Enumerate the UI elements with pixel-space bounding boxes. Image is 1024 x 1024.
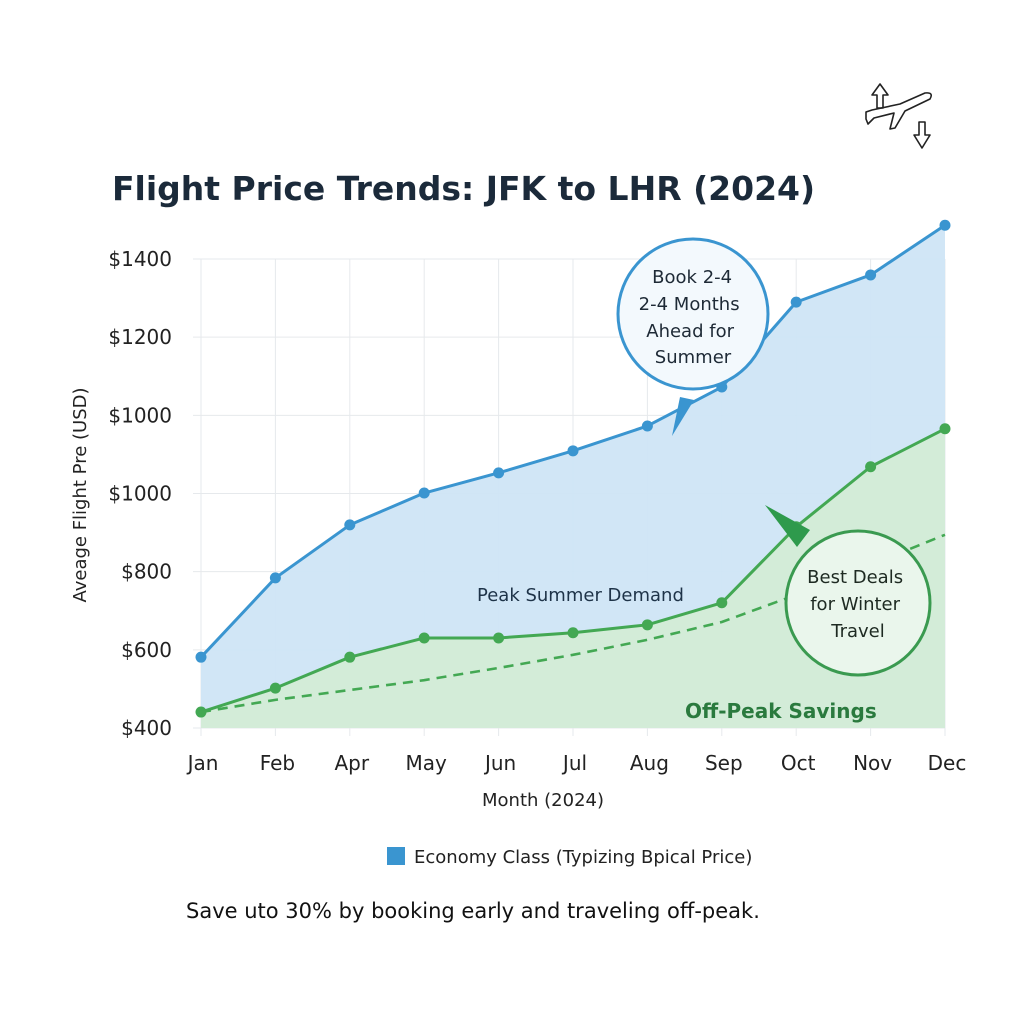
y-tick-label: $800 bbox=[121, 560, 172, 584]
data-point bbox=[493, 632, 505, 644]
data-point bbox=[641, 420, 653, 432]
callout-line: for Winter bbox=[810, 594, 900, 615]
callout-line: Book 2-4 bbox=[652, 267, 732, 288]
x-tick-label: Oct bbox=[781, 751, 816, 775]
svg-text:Best Deals for Winter: Best Deals for Winter Travel bbox=[807, 567, 909, 642]
data-point bbox=[939, 219, 951, 231]
x-tick-label: Dec bbox=[928, 751, 967, 775]
data-point bbox=[790, 296, 802, 308]
callout-line: Best Deals bbox=[807, 567, 903, 588]
x-axis-label: Month (2024) bbox=[482, 790, 604, 811]
y-tick-label: $1400 bbox=[108, 247, 172, 271]
peak-summer-annotation: Peak Summer Demand bbox=[477, 585, 684, 606]
data-point bbox=[418, 487, 430, 499]
x-tick-label: Jun bbox=[483, 751, 516, 775]
y-tick-label: $600 bbox=[121, 638, 172, 662]
callout-line: Travel bbox=[830, 621, 885, 642]
y-axis-label: Aveage Flight Pre (USD) bbox=[70, 387, 91, 602]
data-point bbox=[269, 572, 281, 584]
x-tick-label: Nov bbox=[853, 751, 892, 775]
data-point bbox=[344, 519, 356, 531]
footnote: Save uto 30% by booking early and travel… bbox=[186, 899, 760, 923]
y-tick-label: $1000 bbox=[108, 403, 172, 427]
data-point bbox=[567, 627, 579, 639]
x-tick-label: Feb bbox=[260, 751, 295, 775]
y-tick-label: $400 bbox=[121, 716, 172, 740]
y-tick-label: $1000 bbox=[108, 482, 172, 506]
legend: Economy Class (Typizing Bpical Price) bbox=[387, 847, 752, 868]
x-tick-label: Apr bbox=[334, 751, 369, 775]
data-point bbox=[418, 632, 430, 644]
data-point bbox=[865, 461, 877, 473]
chart-title: Flight Price Trends: JFK to LHR (2024) bbox=[112, 169, 815, 208]
x-tick-label: Jul bbox=[561, 751, 587, 775]
series-area-1 bbox=[201, 428, 945, 728]
data-point bbox=[269, 682, 281, 694]
book-ahead-callout: Book 2-4 2-4 Months Ahead for Summer bbox=[616, 237, 770, 436]
data-point bbox=[567, 445, 579, 457]
x-tick-label: May bbox=[406, 751, 448, 775]
data-point bbox=[493, 467, 505, 479]
plane-icon bbox=[865, 83, 932, 149]
svg-text:Book 2-4 2-4 Months: Book 2-4 2-4 Months Ahead for Summer bbox=[639, 267, 746, 368]
x-tick-label: Sep bbox=[705, 751, 743, 775]
legend-label: Economy Class (Typizing Bpical Price) bbox=[414, 847, 752, 868]
callout-line: Ahead for bbox=[646, 321, 734, 342]
off-peak-annotation: Off-Peak Savings bbox=[685, 699, 877, 723]
x-tick-label: Jan bbox=[186, 751, 219, 775]
y-tick-label: $1200 bbox=[108, 325, 172, 349]
data-point bbox=[344, 651, 356, 663]
data-point bbox=[195, 651, 207, 663]
x-tick-label: Aug bbox=[630, 751, 669, 775]
winter-deals-callout: Best Deals for Winter Travel bbox=[765, 505, 932, 677]
data-point bbox=[939, 423, 951, 435]
callout-line: 2-4 Months bbox=[639, 294, 740, 315]
data-point bbox=[641, 619, 653, 631]
data-point bbox=[716, 597, 728, 609]
data-point bbox=[865, 269, 877, 281]
legend-swatch bbox=[387, 847, 405, 865]
callout-line: Summer bbox=[655, 347, 732, 368]
